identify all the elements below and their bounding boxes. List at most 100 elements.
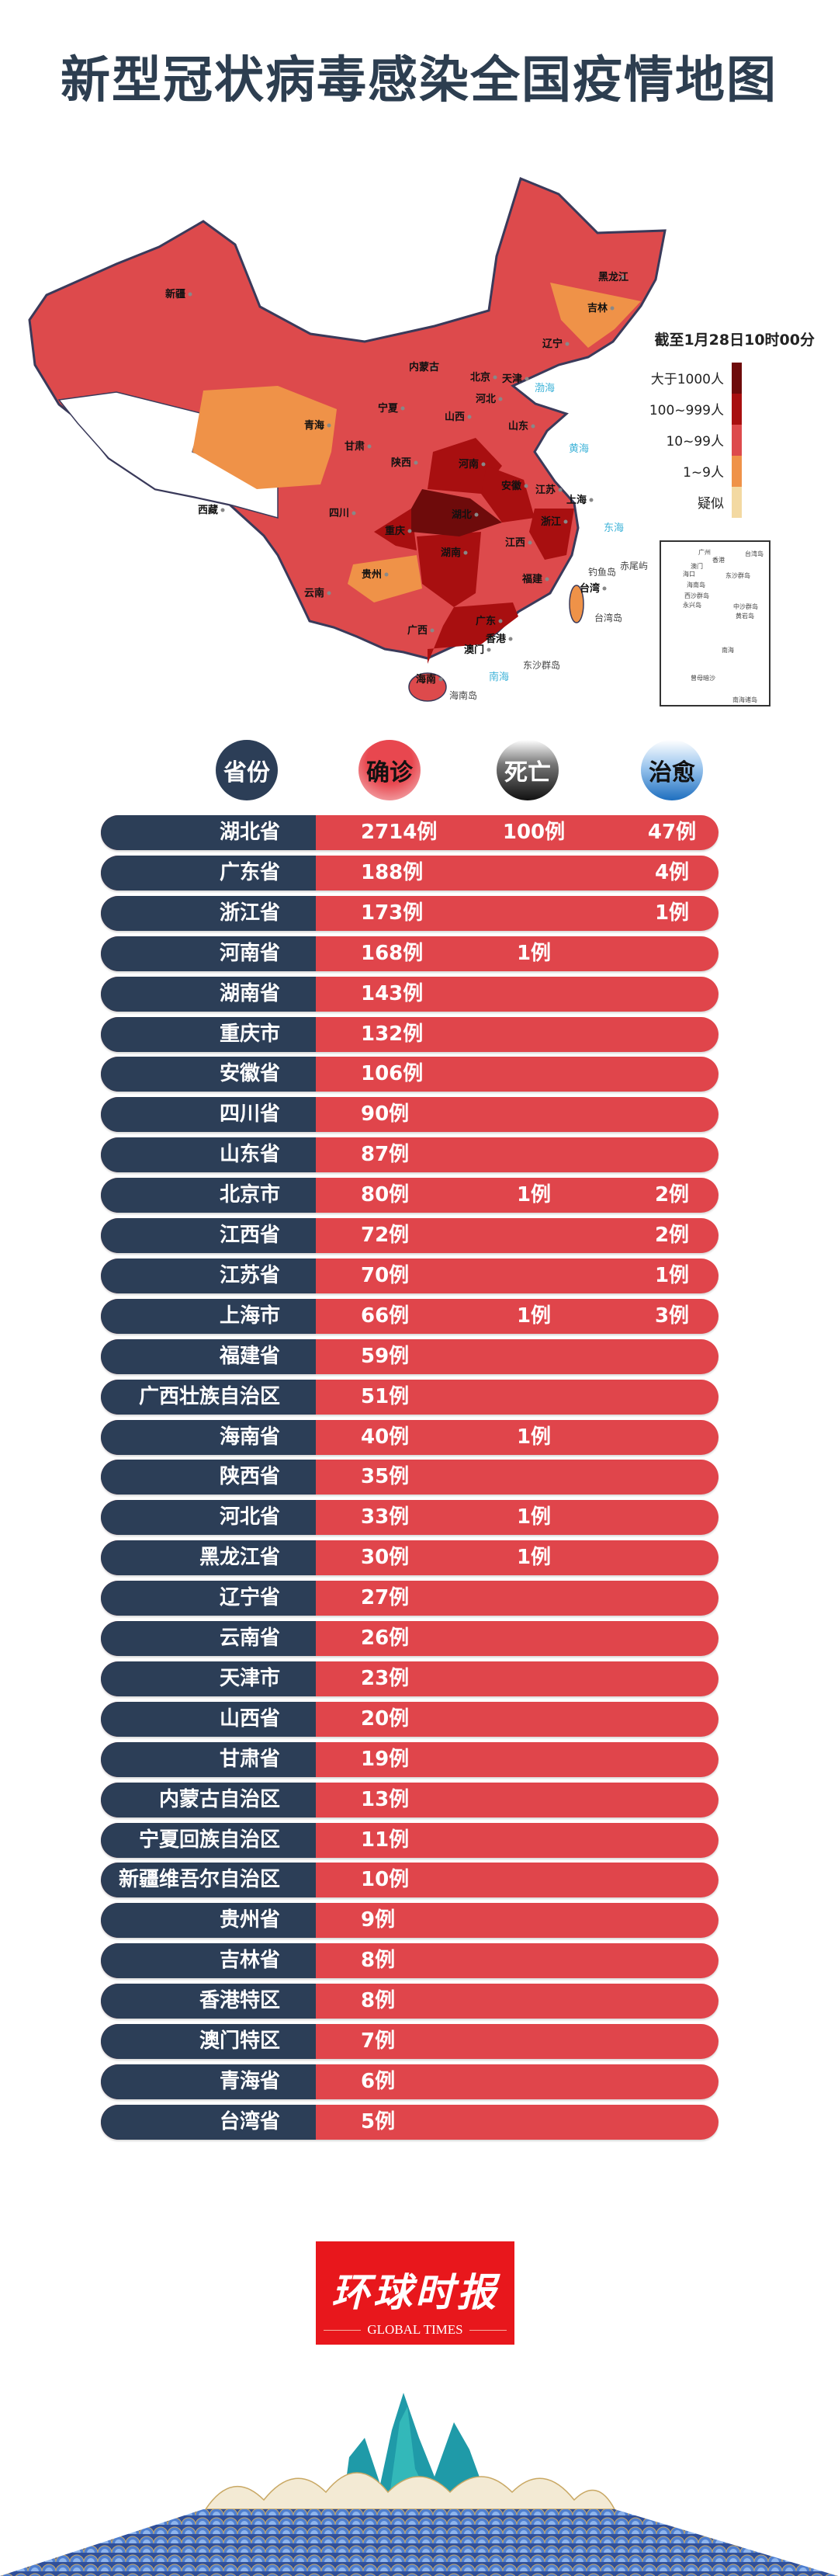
- death-count: 1例: [516, 1546, 552, 1570]
- header-confirmed: 确诊: [358, 740, 421, 800]
- table-row: 湖北省 2714例 100例 47例: [101, 815, 719, 850]
- confirmed-count: 6例: [361, 2069, 396, 2093]
- confirmed-count: 35例: [361, 1465, 410, 1489]
- city-dot-icon: [498, 619, 503, 623]
- inset-label: 南海: [722, 646, 734, 654]
- table-row: 广西壮族自治区 51例: [101, 1379, 719, 1415]
- province-label: 浙江: [541, 516, 561, 528]
- province-label: 澳门: [464, 644, 484, 656]
- region-anhui: [481, 466, 535, 522]
- province-label: 台湾: [580, 582, 600, 595]
- confirmed-count: 143例: [361, 981, 424, 1005]
- province-cell: 北京市: [101, 1178, 316, 1213]
- sea-label: 渤海: [535, 382, 555, 394]
- death-count: 1例: [516, 1304, 552, 1328]
- province-name: 广东省: [219, 860, 280, 884]
- region-hubei: [411, 489, 502, 536]
- city-dot-icon: [508, 637, 513, 641]
- province-cell: 广东省: [101, 855, 316, 890]
- province-name: 河南省: [219, 941, 280, 965]
- region-hunan: [417, 532, 481, 607]
- table-row: 甘肃省 19例: [101, 1741, 719, 1777]
- region-guizhou: [348, 555, 422, 602]
- province-label: 贵州: [362, 568, 382, 581]
- province-name: 山西省: [219, 1706, 280, 1731]
- table-row: 安徽省 106例: [101, 1057, 719, 1092]
- province-label: 重庆: [385, 525, 405, 537]
- province-cell: 湖南省: [101, 976, 316, 1012]
- sea-label: 黄海: [569, 443, 589, 455]
- china-outline: [28, 176, 667, 660]
- province-cell: 江苏省: [101, 1258, 316, 1293]
- province-label: 福建: [521, 573, 542, 585]
- city-dot-icon: [528, 540, 532, 545]
- table-row: 天津市 23例: [101, 1661, 719, 1696]
- confirmed-count: 5例: [361, 2109, 396, 2133]
- city-dot-icon: [438, 677, 443, 682]
- logo-english: GLOBAL TIMES: [367, 2322, 463, 2337]
- province-name: 甘肃省: [219, 1747, 280, 1771]
- table-row: 贵州省 9例: [101, 1903, 719, 1939]
- region-guangdong: [428, 602, 518, 664]
- death-count: 1例: [516, 1425, 552, 1449]
- footer-wave-mountain-art: [0, 2393, 838, 2576]
- region-tibet: [57, 391, 279, 519]
- table-row: 湖南省 143例: [101, 976, 719, 1012]
- island-label: 赤尾屿: [620, 561, 648, 571]
- region-chongqing: [374, 509, 417, 550]
- island-label: 海南岛: [449, 689, 477, 701]
- confirmed-count: 13例: [361, 1787, 410, 1811]
- table-row: 台湾省 5例: [101, 2104, 719, 2140]
- province-cell: 安徽省: [101, 1057, 316, 1092]
- province-label: 甘肃: [345, 440, 365, 453]
- city-dot-icon: [220, 508, 225, 512]
- province-label: 吉林: [587, 302, 608, 314]
- region-taiwan: [569, 585, 584, 623]
- province-name: 香港特区: [199, 1989, 280, 2013]
- province-label: 内蒙古: [409, 361, 439, 373]
- city-dot-icon: [565, 342, 570, 346]
- city-dot-icon: [367, 444, 372, 449]
- province-name: 浙江省: [219, 901, 280, 925]
- province-label: 西藏: [198, 504, 218, 516]
- province-cell: 河南省: [101, 936, 316, 971]
- province-cell: 内蒙古自治区: [101, 1782, 316, 1817]
- city-dot-icon: [400, 406, 405, 411]
- province-name: 海南省: [219, 1425, 280, 1449]
- confirmed-count: 11例: [361, 1828, 410, 1852]
- region-hainan: [408, 672, 447, 702]
- table-row: 陕西省 35例: [101, 1460, 719, 1495]
- header-cured: 治愈: [641, 740, 703, 800]
- inset-label: 曾母暗沙: [691, 674, 715, 682]
- table-row: 福建省 59例: [101, 1338, 719, 1374]
- city-dot-icon: [327, 591, 331, 595]
- island-label: 台湾岛: [594, 612, 622, 623]
- table-row: 云南省 26例: [101, 1621, 719, 1656]
- province-name: 内蒙古自治区: [158, 1787, 280, 1811]
- table-row: 四川省 90例: [101, 1097, 719, 1133]
- city-dot-icon: [525, 377, 529, 381]
- confirmed-count: 70例: [361, 1263, 410, 1287]
- city-dot-icon: [384, 572, 389, 577]
- map-legend: 截至1月28日10时00分 大于1000人 100~999人 10~99人 1~9人疑…: [649, 331, 815, 518]
- inset-label: 海南岛: [687, 581, 705, 588]
- confirmed-count: 59例: [361, 1344, 410, 1368]
- confirmed-count: 87例: [361, 1143, 410, 1167]
- province-label: 上海: [566, 494, 587, 506]
- province-cell: 江西省: [101, 1218, 316, 1253]
- confirmed-count: 20例: [361, 1706, 410, 1731]
- province-cell: 上海市: [101, 1298, 316, 1334]
- province-label: 青海: [304, 419, 324, 432]
- province-name: 重庆市: [219, 1022, 280, 1046]
- province-cell: 甘肃省: [101, 1741, 316, 1777]
- map-shapes: [28, 176, 770, 706]
- province-label: 江苏: [535, 484, 556, 496]
- province-name: 江西省: [219, 1224, 280, 1247]
- wave-pattern: [0, 2509, 838, 2576]
- province-cell: 黑龙江省: [101, 1540, 316, 1576]
- province-name: 新疆维吾尔自治区: [118, 1868, 280, 1892]
- confirmed-count: 40例: [361, 1425, 410, 1449]
- confirmed-count: 90例: [361, 1102, 410, 1127]
- region-qinghai: [192, 386, 337, 489]
